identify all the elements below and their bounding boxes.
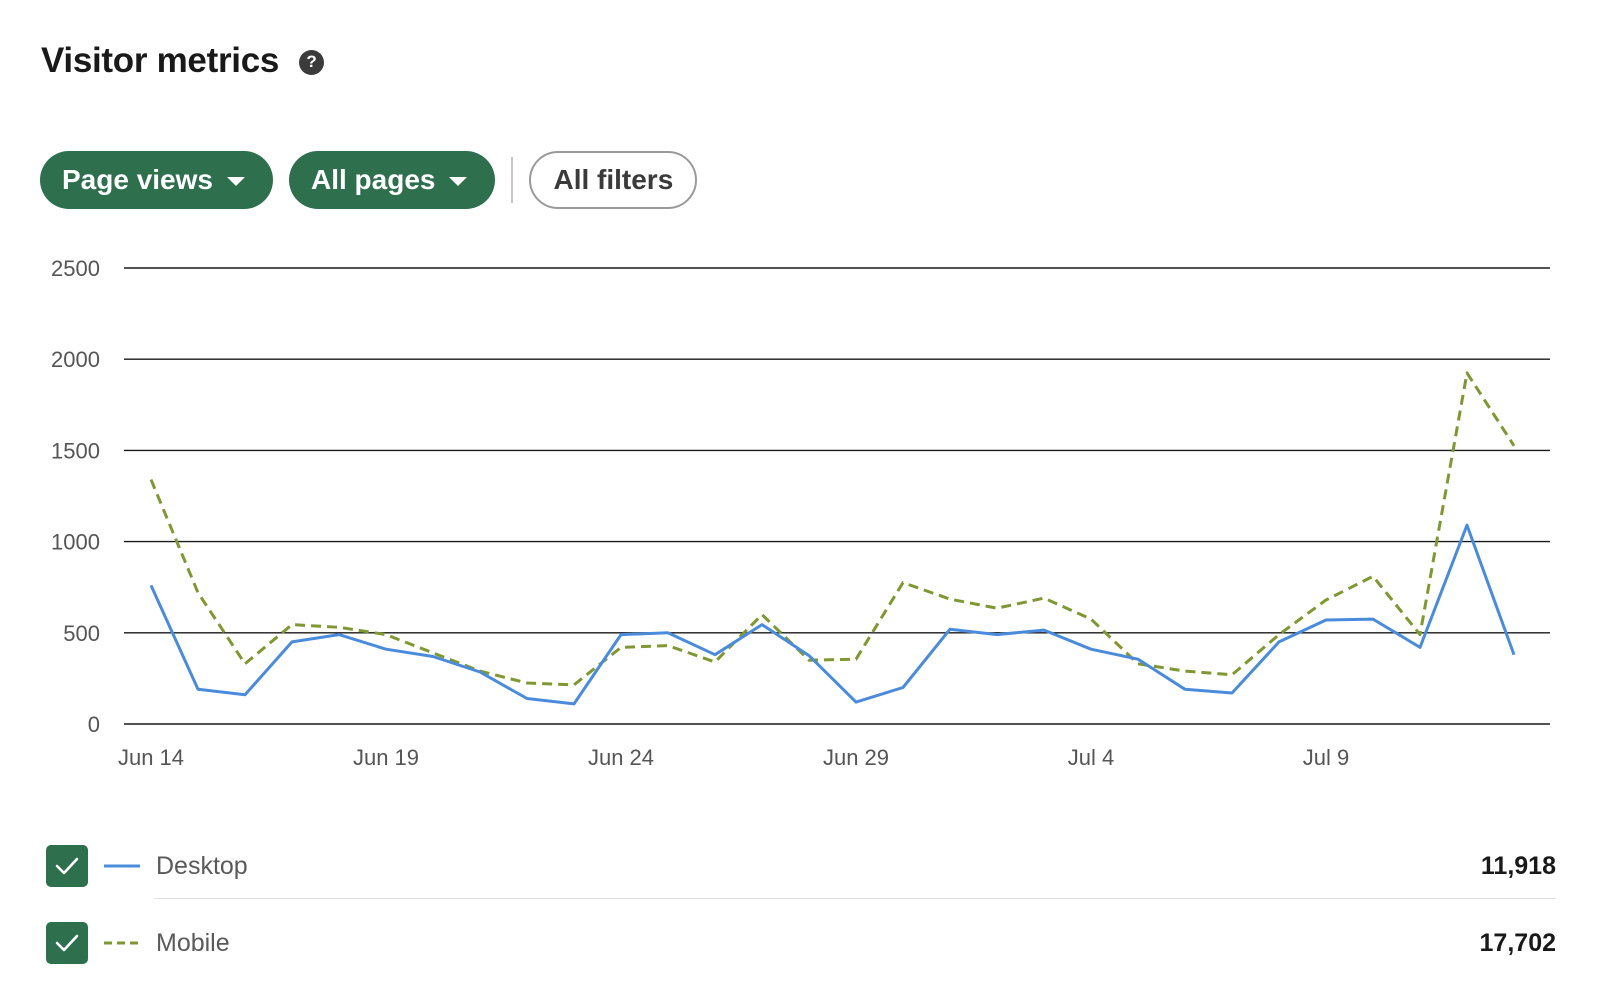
mobile-total: 17,702 [1479, 928, 1556, 957]
x-tick-label: Jun 14 [118, 745, 184, 770]
legend-divider [154, 898, 1556, 899]
caret-down-icon [449, 177, 468, 186]
mobile-legend-swatch [104, 941, 140, 945]
desktop-total: 11,918 [1480, 851, 1556, 880]
pages-dropdown-button[interactable]: All pages [288, 151, 496, 209]
x-axis: Jun 14 Jun 19 Jun 24 Jun 29 Jul 4 Jul 9 [118, 745, 1349, 770]
desktop-legend-swatch [104, 864, 140, 868]
mobile-series-checkbox[interactable] [46, 922, 88, 964]
y-tick-label: 2000 [51, 347, 100, 372]
y-axis: 0 500 1000 1500 2000 2500 [51, 256, 100, 737]
y-tick-label: 1000 [51, 530, 100, 555]
series-line-mobile [149, 371, 1516, 687]
metric-dropdown-button[interactable]: Page views [40, 151, 273, 209]
x-tick-label: Jul 4 [1068, 745, 1114, 770]
checkmark-icon [55, 857, 79, 875]
all-filters-label: All filters [553, 164, 674, 195]
filter-divider [511, 157, 514, 203]
series-line-desktop [149, 523, 1516, 706]
pages-dropdown-label: All pages [310, 164, 436, 195]
caret-down-icon [226, 177, 245, 186]
metric-dropdown-label: Page views [62, 164, 213, 195]
legend-row-mobile: Mobile 17,702 [46, 920, 1556, 966]
title-row: Visitor metrics ? [41, 36, 325, 86]
question-circle-icon[interactable]: ? [299, 49, 325, 75]
y-tick-label: 500 [63, 621, 100, 646]
x-tick-label: Jun 29 [823, 745, 889, 770]
all-filters-button[interactable]: All filters [529, 151, 698, 209]
desktop-legend-label: Desktop [156, 851, 248, 880]
y-tick-label: 0 [88, 712, 100, 737]
y-tick-label: 1500 [51, 438, 100, 463]
chart-grid [124, 267, 1550, 725]
filter-bar: Page views All pages All filters [40, 150, 698, 210]
mobile-legend-label: Mobile [156, 928, 230, 957]
x-tick-label: Jun 24 [588, 745, 654, 770]
chart-series [149, 371, 1516, 706]
y-tick-label: 2500 [51, 256, 100, 281]
desktop-series-checkbox[interactable] [46, 845, 88, 887]
x-tick-label: Jul 9 [1303, 745, 1349, 770]
page-title: Visitor metrics [41, 41, 280, 80]
legend-row-desktop: Desktop 11,918 [46, 843, 1556, 889]
checkmark-icon [55, 934, 79, 952]
x-tick-label: Jun 19 [353, 745, 419, 770]
